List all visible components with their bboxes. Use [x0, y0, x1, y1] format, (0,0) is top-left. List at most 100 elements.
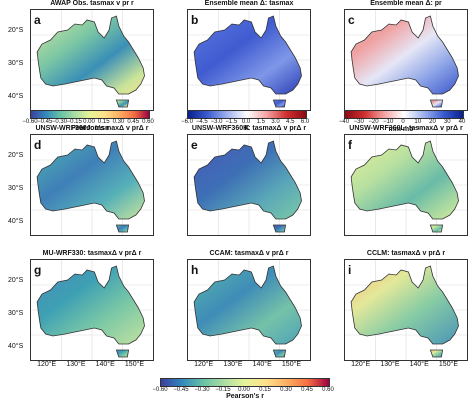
- colorbar-tick: −20: [368, 119, 379, 125]
- panel-title: CCLM: tasmaxΔ v prΔ r: [366, 250, 446, 257]
- colorbar-tick: 6.0: [300, 119, 310, 125]
- australia-landmass: [193, 265, 302, 345]
- map-d: d: [30, 134, 154, 236]
- lat-tick-label: 40°S: [8, 93, 24, 100]
- colorbar-label: K: [244, 125, 250, 132]
- panel-a: AWAP Obs. tasmax v pr r a 20°S 30°S 40°S: [8, 0, 158, 122]
- colorbar-gradient: [344, 110, 464, 119]
- colorbar-tick: −10: [383, 119, 394, 125]
- panel-title: UNSW-WRF360K: tasmaxΔ v prΔ r: [191, 125, 307, 132]
- lat-tick-label: 30°S: [8, 185, 24, 192]
- tasmania-landmass: [429, 224, 444, 233]
- colorbar-tick: −0.60: [22, 119, 38, 125]
- panel-d: UNSW-WRF360J: tasmaxΔ v prΔ r d 20°S 30°S 40…: [8, 125, 158, 247]
- lon-tick-label: 120°E: [351, 361, 371, 368]
- panel-f: UNSW-WRF360L: tasmaxΔ v prΔ r f: [322, 125, 472, 247]
- panel-title: Ensemble mean Δ: tasmax: [204, 0, 294, 7]
- colorbar-tick: 0.00: [238, 387, 250, 393]
- panel-letter: g: [34, 263, 42, 277]
- tasmania-landmass: [272, 99, 287, 108]
- map-svg: [345, 10, 467, 110]
- tasmania-landmass: [115, 99, 130, 108]
- colorbar-gradient: [30, 110, 150, 119]
- panel-i: CCLM: tasmaxΔ v prΔ r i 120°E 130°E 140°E 150…: [322, 250, 472, 372]
- lon-tick-label: 120°E: [194, 361, 214, 368]
- lon-tick-label: 130°E: [66, 361, 86, 368]
- colorbar-label: Pearson's r: [71, 125, 109, 132]
- map-svg: [188, 135, 310, 235]
- tasmania-landmass: [429, 99, 444, 108]
- panel-title: CCAM: tasmaxΔ v prΔ r: [209, 250, 289, 257]
- panel-e: UNSW-WRF360K: tasmaxΔ v prΔ r e: [165, 125, 315, 247]
- tasmania-landmass: [272, 349, 287, 358]
- map-f: f: [344, 134, 468, 236]
- lon-tick-label: 150°E: [438, 361, 459, 368]
- colorbar-tick: 3.0: [271, 119, 280, 125]
- colorbar-tick: −0.15: [215, 387, 231, 393]
- colorbar-tick: 0.60: [142, 119, 154, 125]
- colorbar-tick: 0.00: [83, 119, 95, 125]
- lon-tick-label: 140°E: [252, 361, 272, 368]
- panel-letter: i: [348, 263, 352, 277]
- colorbar-tick: 10: [414, 119, 422, 125]
- colorbar-tick: 20: [429, 119, 436, 125]
- panel-title: Ensemble mean Δ: pr: [370, 0, 442, 7]
- colorbar-tick: 4.5: [286, 119, 295, 125]
- panel-title: MU-WRF330: tasmaxΔ v prΔ r: [42, 250, 142, 257]
- panel-h: CCAM: tasmaxΔ v prΔ r h 120°E 130°E 140°E 150…: [165, 250, 315, 372]
- map-b: b: [187, 9, 311, 111]
- colorbar-tick: −6.0: [181, 119, 193, 125]
- colorbar-tick: 0.15: [97, 119, 110, 125]
- australia-landmass: [193, 140, 302, 220]
- map-svg: [345, 260, 467, 360]
- lon-tick-label: 150°E: [124, 361, 145, 368]
- colorbar-label: Pearson's r: [226, 393, 264, 400]
- colorbar-tick: 0.0: [241, 119, 251, 125]
- australia-landmass: [350, 140, 459, 220]
- panel-c: Ensemble mean Δ: pr c: [322, 0, 472, 122]
- colorbar-main: −0.60 −0.45 −0.30 −0.15 0.00 0.15 0.30 0.45 0.60…: [152, 378, 334, 402]
- panel-letter: d: [34, 138, 42, 152]
- colorbar-a: −0.60 −0.45 −0.30 −0.15 0.00 0.15 0.30 0.45 0.60…: [22, 110, 154, 134]
- australia-landmass: [350, 15, 459, 95]
- colorbar-tick: −3.0: [210, 119, 223, 125]
- colorbar-tick: 0.45: [301, 387, 313, 393]
- colorbar-tick: −4.5: [195, 119, 208, 125]
- panel-letter: a: [34, 13, 41, 27]
- panel-letter: e: [191, 138, 198, 152]
- map-e: e: [187, 134, 311, 236]
- lat-tick-label: 40°S: [8, 218, 24, 225]
- colorbar-tick: 0: [401, 119, 405, 125]
- lon-tick-label: 130°E: [380, 361, 400, 368]
- map-i: i: [344, 259, 468, 361]
- colorbar-label: mm mo⁻¹: [388, 126, 420, 133]
- lon-tick-label: 150°E: [281, 361, 302, 368]
- tasmania-landmass: [115, 224, 130, 233]
- colorbar-tick: 0.60: [322, 387, 334, 393]
- lat-tick-label: 30°S: [8, 310, 24, 317]
- colorbar-tick: 1.5: [256, 119, 265, 125]
- map-a: a: [30, 9, 154, 111]
- colorbar-tick: 0.45: [127, 119, 140, 125]
- colorbar-tick: 40: [458, 119, 466, 125]
- map-svg: [31, 135, 153, 235]
- map-svg: [188, 10, 310, 110]
- lat-tick-label: 20°S: [8, 277, 24, 284]
- colorbar-tick: 0.15: [259, 387, 271, 393]
- map-g: g: [30, 259, 154, 361]
- map-svg: [345, 135, 467, 235]
- map-svg: [188, 260, 310, 360]
- colorbar-tick: 0.30: [280, 387, 292, 393]
- colorbar-c: −40 −30 −20 −10 0 10 20 30 40 mm mo⁻¹: [339, 110, 466, 134]
- colorbar-tick: −0.30: [51, 119, 68, 125]
- colorbar-tick: −0.15: [66, 119, 82, 125]
- australia-landmass: [350, 265, 459, 345]
- colorbar-tick: −0.45: [173, 387, 189, 393]
- map-svg: [31, 10, 153, 110]
- tasmania-landmass: [429, 349, 444, 358]
- colorbar-tick: −1.5: [225, 119, 238, 125]
- lon-tick-label: 130°E: [223, 361, 243, 368]
- colorbar-tick: −30: [353, 119, 364, 125]
- colorbar-gradient: [187, 110, 307, 119]
- australia-landmass: [193, 15, 302, 95]
